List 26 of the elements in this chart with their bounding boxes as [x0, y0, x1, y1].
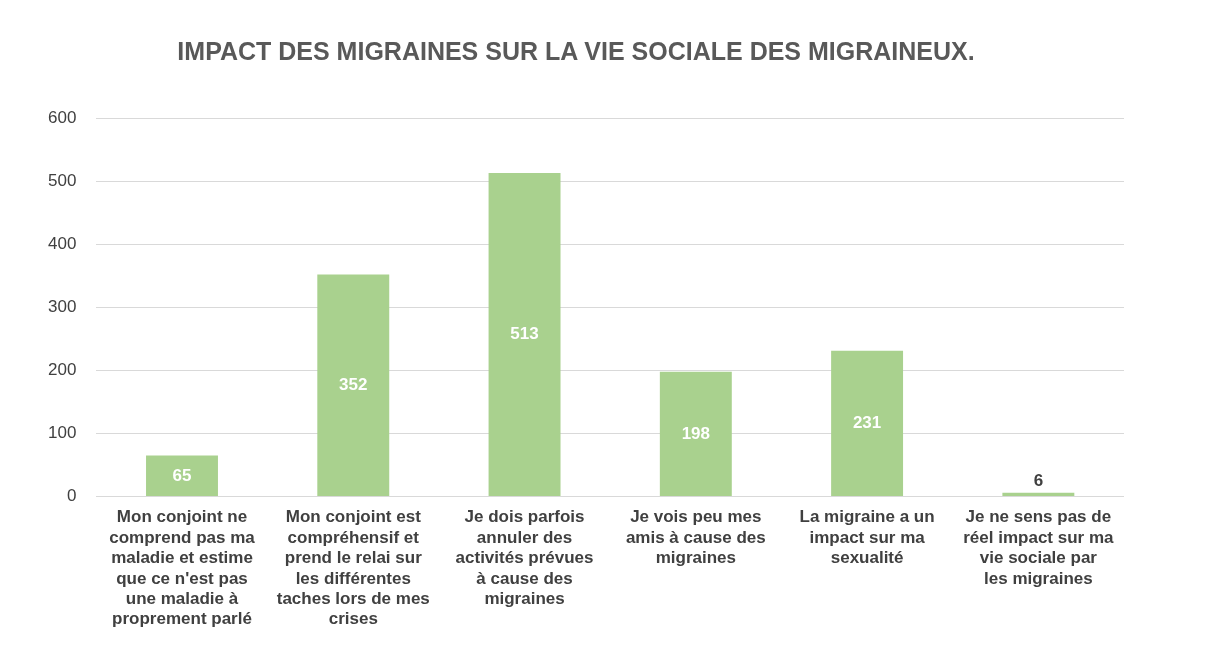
bar: [488, 172, 561, 497]
bar: [146, 455, 218, 497]
y-tick-label: 400: [47, 233, 77, 253]
y-tick-label: 100: [47, 423, 77, 443]
x-tick-label: Mon conjoint ne comprend pas ma maladie et estime que ce n'est pas une maladie à proprement parlé: [109, 507, 256, 629]
bar: [659, 371, 732, 497]
bar: [831, 350, 904, 497]
chart-title: IMPACT DES MIGRAINES SUR LA VIE SOCIALE DES MIGRAINEUX.: [177, 36, 975, 65]
x-tick-label: Je ne sens pas de réel impact sur ma vie sociale par les migraines: [963, 507, 1115, 588]
data-label: 231: [852, 413, 882, 433]
data-label: 198: [681, 423, 711, 443]
data-label: 6: [1033, 470, 1044, 490]
y-tick-label: 500: [47, 170, 77, 190]
data-label: 352: [339, 374, 368, 394]
data-label: 65: [172, 465, 192, 485]
data-label: 513: [510, 324, 539, 344]
y-tick-label: 600: [47, 107, 77, 127]
x-tick-label: Je vois peu mes amis à cause des migraines: [625, 507, 766, 568]
bar: [1002, 492, 1075, 497]
y-tick-label: 0: [66, 486, 77, 506]
x-tick-label: La migraine a un impact sur ma sexualité: [799, 507, 935, 568]
y-tick-label: 300: [47, 296, 77, 316]
x-tick-label: Mon conjoint est compréhensif et prend le relai sur les différentes taches lors de mes crises: [276, 507, 430, 629]
bar: [317, 274, 390, 497]
y-tick-label: 200: [47, 360, 77, 380]
x-tick-label: Je dois parfois annuler des activités prévues à cause des migraines: [455, 507, 594, 609]
